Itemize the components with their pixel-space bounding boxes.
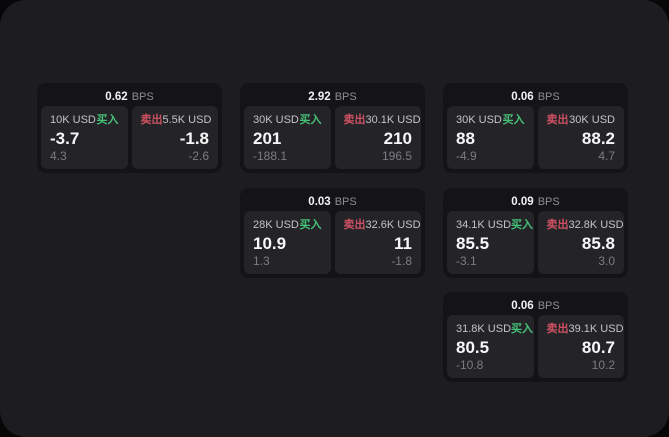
- sell-delta: 10.2: [591, 358, 615, 372]
- buy-delta: -188.1: [253, 149, 288, 163]
- buy-quote-tile[interactable]: 28K USD 买入 10.9 1.3: [244, 211, 331, 274]
- buy-side-label: 买入: [299, 219, 322, 231]
- buy-size: 28K USD: [253, 219, 299, 231]
- buy-side-label: 买入: [511, 323, 534, 335]
- sell-quote-tile[interactable]: 卖出 5.5K USD -1.8 -2.6: [131, 106, 218, 169]
- sell-quote-tile[interactable]: 卖出 30K USD 88.2 4.7: [537, 106, 624, 169]
- buy-price: 201: [253, 129, 282, 148]
- spread-unit-label: BPS: [334, 90, 357, 103]
- sell-price: 80.7: [581, 338, 615, 357]
- quote-card: 2.92 BPS 30K USD 买入 201 -188.1 卖出: [240, 83, 425, 173]
- spread-value: 0.62: [105, 90, 128, 103]
- spread-value: 0.03: [308, 195, 331, 208]
- spread-unit-label: BPS: [537, 195, 560, 208]
- buy-price: 88: [456, 129, 475, 148]
- buy-delta: 4.3: [50, 149, 67, 163]
- quote-card: 0.62 BPS 10K USD 买入 -3.7 4.3 卖出: [37, 83, 222, 173]
- buy-side-label: 买入: [96, 114, 119, 126]
- quote-card: 0.03 BPS 28K USD 买入 10.9 1.3 卖出: [240, 188, 425, 278]
- spread-unit-label: BPS: [537, 90, 560, 103]
- buy-quote-tile[interactable]: 30K USD 买入 201 -188.1: [244, 106, 331, 169]
- buy-quote-tile[interactable]: 10K USD 买入 -3.7 4.3: [41, 106, 128, 169]
- sell-quote-tile[interactable]: 卖出 39.1K USD 80.7 10.2: [537, 315, 624, 378]
- buy-size: 10K USD: [50, 114, 96, 126]
- sell-quote-tile[interactable]: 卖出 32.6K USD 11 -1.8: [334, 211, 421, 274]
- sell-quote-tile[interactable]: 卖出 30.1K USD 210 196.5: [334, 106, 421, 169]
- buy-side-label: 买入: [502, 114, 525, 126]
- sell-delta: 196.5: [381, 149, 412, 163]
- spread-value: 0.09: [511, 195, 534, 208]
- buy-size: 30K USD: [253, 114, 299, 126]
- quote-card-body: 30K USD 买入 88 -4.9 卖出 30K USD 88.2 4.7: [447, 106, 624, 169]
- sell-price: 210: [383, 129, 412, 148]
- sell-delta: 3.0: [598, 254, 615, 268]
- buy-delta: 1.3: [253, 254, 270, 268]
- spread-header: 0.06 BPS: [447, 296, 624, 315]
- quote-card-body: 30K USD 买入 201 -188.1 卖出 30.1K USD 210 1…: [244, 106, 421, 169]
- sell-size: 39.1K USD: [568, 323, 624, 335]
- spread-value: 2.92: [308, 90, 331, 103]
- spread-header: 0.06 BPS: [447, 87, 624, 106]
- spread-header: 0.62 BPS: [41, 87, 218, 106]
- quote-card: 0.06 BPS 31.8K USD 买入 80.5 -10.8 卖: [443, 292, 628, 382]
- spread-header: 0.09 BPS: [447, 192, 624, 211]
- spread-unit-label: BPS: [537, 299, 560, 312]
- buy-delta: -4.9: [456, 149, 477, 163]
- sell-price: 88.2: [581, 129, 615, 148]
- buy-delta: -10.8: [456, 358, 484, 372]
- sell-price: -1.8: [179, 129, 209, 148]
- buy-side-label: 买入: [299, 114, 322, 126]
- buy-quote-tile[interactable]: 34.1K USD 买入 85.5 -3.1: [447, 211, 534, 274]
- quote-card-body: 34.1K USD 买入 85.5 -3.1 卖出 32.8K USD 85.8…: [447, 211, 624, 274]
- sell-size: 32.6K USD: [365, 219, 421, 231]
- buy-size: 30K USD: [456, 114, 502, 126]
- sell-price: 85.8: [581, 234, 615, 253]
- sell-delta: 4.7: [598, 149, 615, 163]
- spread-value: 0.06: [511, 90, 534, 103]
- sell-size: 32.8K USD: [568, 219, 624, 231]
- sell-quote-tile[interactable]: 卖出 32.8K USD 85.8 3.0: [537, 211, 624, 274]
- buy-price: -3.7: [50, 129, 80, 148]
- spread-value: 0.06: [511, 299, 534, 312]
- sell-size: 30.1K USD: [365, 114, 421, 126]
- spread-header: 0.03 BPS: [244, 192, 421, 211]
- sell-side-label: 卖出: [546, 114, 569, 126]
- buy-size: 34.1K USD: [456, 219, 512, 231]
- sell-price: 11: [394, 234, 412, 253]
- buy-delta: -3.1: [456, 254, 477, 268]
- sell-delta: -1.8: [391, 254, 412, 268]
- buy-price: 10.9: [253, 234, 287, 253]
- spread-unit-label: BPS: [334, 195, 357, 208]
- sell-side-label: 卖出: [343, 114, 366, 126]
- buy-size: 31.8K USD: [456, 323, 512, 335]
- sell-side-label: 卖出: [546, 219, 569, 231]
- sell-side-label: 卖出: [546, 323, 569, 335]
- buy-quote-tile[interactable]: 30K USD 买入 88 -4.9: [447, 106, 534, 169]
- sell-size: 30K USD: [569, 114, 615, 126]
- quote-card-body: 31.8K USD 买入 80.5 -10.8 卖出 39.1K USD 80.…: [447, 315, 624, 378]
- quote-card: 0.06 BPS 30K USD 买入 88 -4.9 卖出: [443, 83, 628, 173]
- sell-delta: -2.6: [188, 149, 209, 163]
- sell-side-label: 卖出: [343, 219, 366, 231]
- quote-card-body: 28K USD 买入 10.9 1.3 卖出 32.6K USD 11 -1.8: [244, 211, 421, 274]
- buy-price: 85.5: [456, 234, 490, 253]
- sell-side-label: 卖出: [140, 114, 163, 126]
- quote-card: 0.09 BPS 34.1K USD 买入 85.5 -3.1 卖出: [443, 188, 628, 278]
- buy-price: 80.5: [456, 338, 490, 357]
- quote-card-body: 10K USD 买入 -3.7 4.3 卖出 5.5K USD -1.8 -2.…: [41, 106, 218, 169]
- sell-size: 5.5K USD: [162, 114, 212, 126]
- buy-quote-tile[interactable]: 31.8K USD 买入 80.5 -10.8: [447, 315, 534, 378]
- spread-header: 2.92 BPS: [244, 87, 421, 106]
- spread-unit-label: BPS: [131, 90, 154, 103]
- buy-side-label: 买入: [511, 219, 534, 231]
